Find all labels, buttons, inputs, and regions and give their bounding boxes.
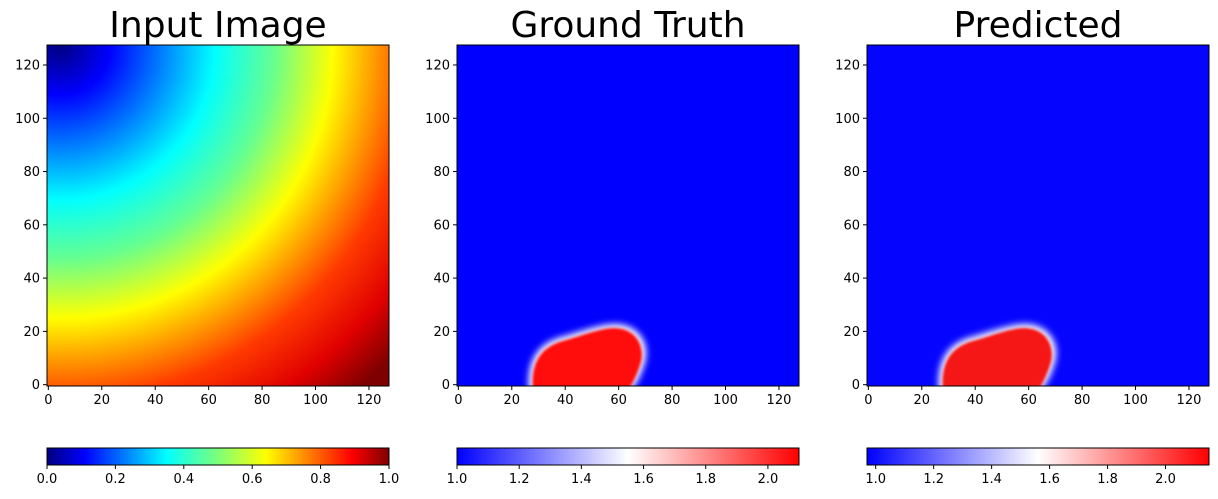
x-tick-label: 20 [504,393,521,408]
y-tick-label: 0 [442,378,450,393]
panel-input-image: Input Image 0 20 40 60 80 100 120 0 20 40 60 80 100… [15,5,399,487]
panel-title: Input Image [109,5,326,46]
x-tick-label: 80 [664,393,681,408]
y-tick-label: 120 [835,58,860,73]
y-tick-label: 100 [15,112,40,127]
x-tick-label: 100 [303,393,328,408]
y-tick-label: 60 [23,218,40,233]
x-tick-label: 20 [94,393,111,408]
y-tick-label: 40 [433,272,450,287]
colorbar-tick-label: 1.4 [571,472,592,487]
panel-predicted: Predicted 0 20 40 60 80 100 120 0 20 40 60 80 100 12… [835,5,1210,487]
colorbar-tick-label: 1.4 [981,472,1002,487]
colorbar-tick-label: 0.0 [37,472,58,487]
y-tick-label: 80 [433,165,450,180]
x-tick-label: 120 [357,393,382,408]
colorbar: 1.0 1.2 1.4 1.6 1.8 2.0 [865,447,1210,487]
blob [942,328,1052,386]
x-tick-label: 20 [914,393,931,408]
x-tick-label: 120 [1177,393,1202,408]
x-tick-label: 100 [713,393,738,408]
x-tick-label: 100 [1123,393,1148,408]
colorbar-gradient [456,447,800,466]
colorbar-tick-label: 0.2 [105,472,126,487]
x-tick-label: 60 [1020,393,1037,408]
y-tick-label: 20 [23,325,40,340]
y-tick-label: 80 [23,165,40,180]
y-tick-label: 60 [433,218,450,233]
colorbar-tick-label: 1.0 [379,472,400,487]
x-tick-label: 120 [767,393,792,408]
colorbar-tick-label: 1.0 [447,472,468,487]
plot-frame [866,44,1210,387]
colorbar-gradient [866,447,1210,466]
colorbar-tick-label: 1.8 [1097,472,1118,487]
colorbar: 1.0 1.2 1.4 1.6 1.8 2.0 [447,447,800,487]
x-tick-label: 0 [864,393,872,408]
panel-title: Predicted [954,5,1123,46]
colorbar-tick-label: 1.2 [509,472,530,487]
x-tick-label: 40 [147,393,164,408]
y-tick-label: 100 [425,112,450,127]
colorbar-tick-label: 0.6 [242,472,263,487]
y-tick-label: 120 [15,58,40,73]
colorbar-tick-label: 0.8 [310,472,331,487]
panel-ground-truth: Ground Truth 0 20 40 60 80 100 120 0 20 40 60 80 10… [425,5,800,487]
plot-frame [46,44,390,387]
y-tick-label: 120 [425,58,450,73]
panel-title: Ground Truth [510,5,745,46]
colorbar-tick-label: 1.2 [923,472,944,487]
y-tick-label: 0 [32,378,40,393]
colorbar-tick-label: 1.6 [633,472,654,487]
y-tick-label: 80 [843,165,860,180]
x-tick-label: 0 [44,393,52,408]
colorbar-tick-label: 1.0 [865,472,886,487]
y-tick-label: 40 [843,272,860,287]
y-tick-label: 0 [852,378,860,393]
x-tick-label: 0 [454,393,462,408]
x-tick-label: 40 [967,393,984,408]
x-tick-label: 60 [200,393,217,408]
colorbar-tick-label: 2.0 [1155,472,1176,487]
colorbar-tick-label: 1.6 [1039,472,1060,487]
colorbar: 0.0 0.2 0.4 0.6 0.8 1.0 [37,447,400,487]
y-tick-label: 60 [843,218,860,233]
heatmap-field [47,45,389,386]
y-tick-label: 100 [835,112,860,127]
x-tick-label: 80 [1074,393,1091,408]
colorbar-tick-label: 1.8 [695,472,716,487]
x-tick-label: 60 [610,393,627,408]
y-tick-label: 40 [23,272,40,287]
plot-frame [456,44,800,387]
blob [532,328,642,386]
colorbar-gradient [46,447,390,466]
x-tick-label: 80 [254,393,271,408]
y-tick-label: 20 [843,325,860,340]
colorbar-tick-label: 0.4 [173,472,194,487]
y-tick-label: 20 [433,325,450,340]
colorbar-tick-label: 2.0 [758,472,779,487]
x-tick-label: 40 [557,393,574,408]
